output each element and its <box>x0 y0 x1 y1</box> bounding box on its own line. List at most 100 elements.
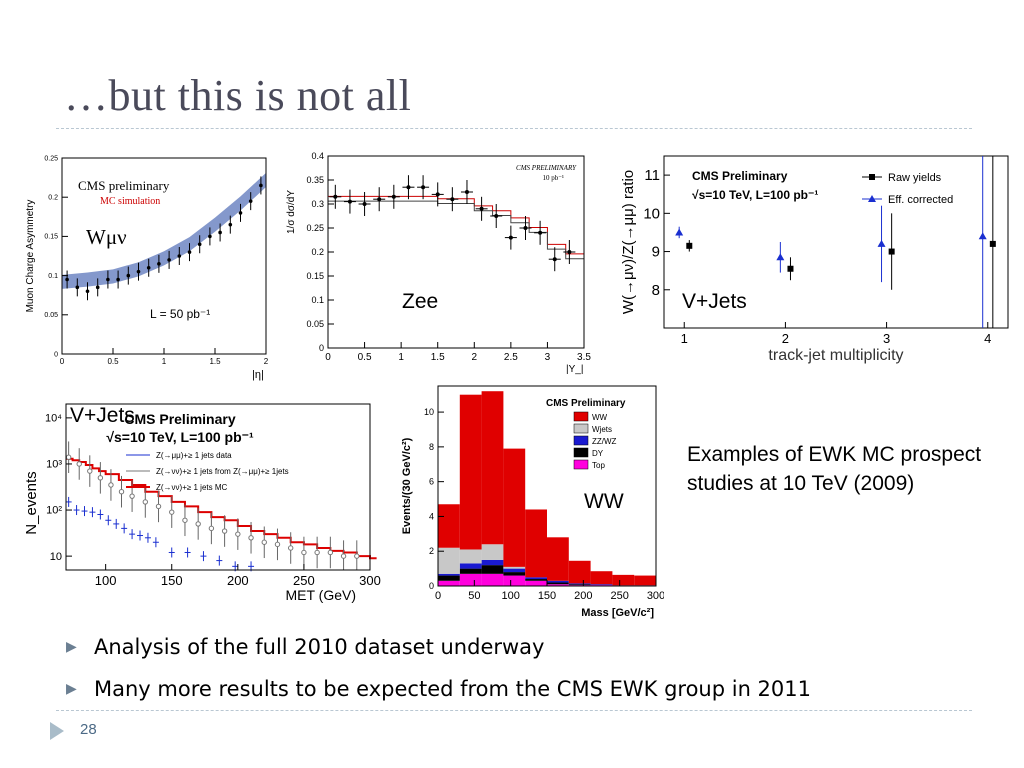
met-ytick-label: 10⁴ <box>45 413 62 425</box>
zee-xtick-label: 2.5 <box>504 352 518 363</box>
asymmetry-point <box>106 277 110 282</box>
caption-text: Examples of EWK MC prospect studies at 1… <box>687 443 982 495</box>
ww-bar-ww <box>612 574 635 586</box>
asymmetry-point <box>75 285 80 290</box>
met-fromz-point <box>340 553 347 559</box>
ww-xtick-label: 250 <box>610 590 628 602</box>
chart-muon-asymmetry: 0 0.5 1 1.5 2 0 0.05 0.1 0.15 0.2 0.25 |η| Muon Char… <box>20 150 282 382</box>
ww-bar-ww <box>547 537 569 581</box>
zee-xtick-label: 3 <box>545 352 551 363</box>
zee-point <box>421 185 426 190</box>
met-mc-hist <box>66 457 377 560</box>
ratio-panel-label: V+Jets <box>682 290 747 313</box>
zee-annotation: 10 pb⁻¹ <box>542 174 564 182</box>
zee-ytick-label: 0 <box>319 343 324 353</box>
ww-legend-label: ZZ/WZ <box>592 437 617 446</box>
asymmetry-xlabel: |η| <box>252 369 264 381</box>
zee-ytick-label: 0.3 <box>311 199 324 209</box>
bullet-arrow-icon: ▶ <box>66 681 77 697</box>
asymmetry-point <box>65 277 69 282</box>
ww-ytick-label: 8 <box>429 442 434 452</box>
ww-legend-swatch <box>573 435 589 446</box>
ww-xtick-label: 150 <box>538 590 556 602</box>
ww-legend-swatch <box>573 447 589 458</box>
ww-bar-zz-wz <box>459 563 482 569</box>
ww-bar-top <box>438 580 460 586</box>
met-title: CMS Preliminary <box>124 411 235 427</box>
zee-point <box>552 257 557 262</box>
ww-bar-top <box>481 573 504 586</box>
ratio-legend-marker-raw <box>869 174 875 180</box>
met-fromz-point <box>301 549 307 556</box>
ratio-raw-point <box>989 240 996 247</box>
zee-point <box>479 206 484 211</box>
ratio-legend-marker-corrected <box>868 195 876 202</box>
met-fromz-point <box>261 539 267 545</box>
ratio-xtick-label: 1 <box>681 331 688 346</box>
zee-xtick-label: 2 <box>472 352 478 363</box>
zee-point <box>377 197 382 202</box>
asymmetry-point <box>177 254 182 258</box>
asymmetry-point <box>146 265 151 270</box>
asymmetry-panel-label: Wμν <box>86 225 127 249</box>
met-fromz-point <box>287 545 294 551</box>
ratio-corrected-point <box>776 253 785 261</box>
ww-legend-swatch <box>573 411 589 422</box>
ratio-legend-corrected: Eff. corrected <box>888 194 953 206</box>
ratio-ytick-label: 10 <box>643 205 660 222</box>
zee-xtick-label: 0 <box>325 352 331 363</box>
zee-ytick-label: 0.25 <box>306 223 324 233</box>
ww-bar-ww <box>438 504 460 548</box>
met-legend-label: Z(→νν)+≥ 1 jets from Z(→μμ)+≥ 1jets <box>156 467 289 476</box>
ratio-corrected-point <box>675 228 684 236</box>
ww-ylabel: Events/(30 GeV/c²) <box>401 437 413 534</box>
chart-zee-rapidity: 0 0.5 1 1.5 2 2.5 3 3.5 0 0.05 0.1 0.15 0.2 0.25 0.3 0.… <box>284 150 596 380</box>
chart-ww-mass: 0 50 100 150 200 250 300 0 2 4 6 8 10 Mass [GeV/c²] Ev… <box>398 380 664 624</box>
ww-ytick-label: 0 <box>429 581 434 591</box>
met-xtick-label: 100 <box>95 573 117 588</box>
met-fromz-point <box>195 521 201 527</box>
asymmetry-point <box>238 211 243 215</box>
bullet-text: Many more results to be expected from th… <box>94 677 811 701</box>
met-fromz-point <box>314 549 320 556</box>
asymmetry-point <box>259 183 263 188</box>
ww-bar-wjets <box>438 547 460 574</box>
ww-bar-dy <box>547 582 569 585</box>
ww-bar-zz-wz <box>590 584 613 586</box>
zee-point <box>362 202 367 206</box>
zee-point <box>523 226 528 230</box>
met-fromz-point <box>76 461 82 467</box>
met-frame <box>65 403 371 571</box>
met-panel-label: V+Jets <box>70 404 135 427</box>
met-fromz-point <box>108 482 114 488</box>
zee-xtick-label: 0.5 <box>358 352 372 363</box>
ww-bar-zz-wz <box>438 573 460 576</box>
zee-point <box>406 185 411 190</box>
ratio-xtick-label: 3 <box>883 331 890 346</box>
asymmetry-ytick-label: 0 <box>54 351 58 358</box>
ratio-xlabel: track-jet multiplicity <box>768 347 903 364</box>
ww-bar-zz-wz <box>481 559 504 566</box>
zee-xtick-label: 1 <box>398 352 404 363</box>
asymmetry-point <box>85 289 90 294</box>
zee-point <box>538 230 543 235</box>
ww-bar-wjets <box>481 544 504 560</box>
asymmetry-point <box>136 269 141 274</box>
ww-xtick-label: 300 <box>647 590 664 602</box>
ratio-xtick-label: 4 <box>984 331 991 346</box>
ww-title: CMS Preliminary <box>546 398 626 409</box>
slide-title: …but this is not all <box>64 71 412 120</box>
met-fromz-point <box>248 535 254 541</box>
bullet-item: ▶ Many more results to be expected from … <box>66 668 811 710</box>
met-fromz-point <box>129 493 135 499</box>
zee-hist-red <box>328 195 585 348</box>
ratio-ytick-label: 11 <box>644 167 660 184</box>
zee-point <box>333 194 338 199</box>
ratio-raw-point <box>787 265 794 272</box>
ww-bar-ww <box>481 391 504 545</box>
met-ytick-label: 10 <box>50 551 62 563</box>
ratio-ytick-label: 9 <box>652 244 660 261</box>
asymmetry-ylabel: Muon Charge Asymmetry <box>25 200 36 313</box>
ww-legend-swatch <box>573 459 589 470</box>
ww-panel-label: WW <box>584 490 624 513</box>
